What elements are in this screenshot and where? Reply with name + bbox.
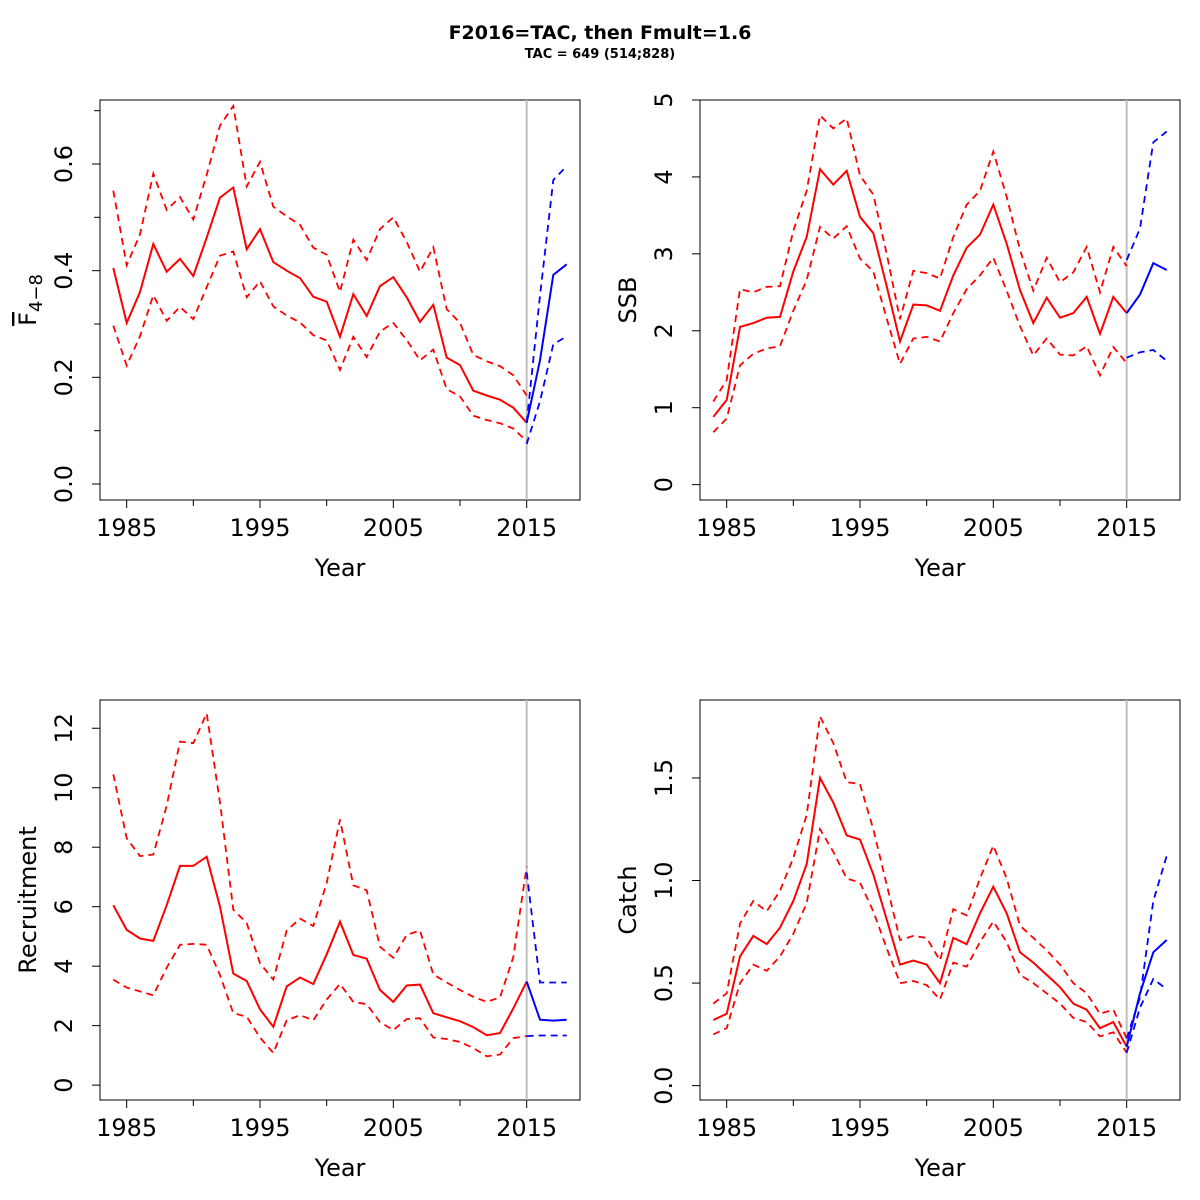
x-tick-label: 2015 <box>1096 1114 1157 1142</box>
historical-lower-line <box>712 224 1128 433</box>
y-tick-label: 0.0 <box>50 465 78 503</box>
plot-frame <box>699 99 1181 501</box>
x-tick-label: 1995 <box>829 1114 890 1142</box>
x-tick-label: 2005 <box>963 514 1024 542</box>
panel-top-left: 1985 1995 2005 2015 Year 0.0 0.2 0.4 0.6 F4−8 <box>14 99 581 582</box>
forecast-estimate-line <box>1125 939 1168 1047</box>
y-tick-label: 1.0 <box>650 861 678 899</box>
panel-bottom-left: 1985 1995 2005 2015 Year 0 2 4 6 8 10 12 Recruitment <box>14 699 581 1182</box>
y-tick-label: 0.2 <box>50 358 78 396</box>
historical-upper-line <box>712 713 1128 1039</box>
plot-frame <box>699 699 1181 1101</box>
y-tick-label: 1.5 <box>650 759 678 797</box>
historical-upper-line <box>112 710 528 1003</box>
y-tick-label: 4 <box>50 959 78 974</box>
forecast-upper-line <box>1125 130 1168 261</box>
y-tick-label: 12 <box>50 713 78 744</box>
x-tick-label: 2015 <box>496 1114 557 1142</box>
y-tick-label: 0 <box>650 477 678 492</box>
forecast-upper-line <box>525 872 567 984</box>
chart-subtitle: TAC = 649 (514;828) <box>524 47 676 62</box>
x-tick-label: 1995 <box>229 1114 290 1142</box>
x-tick-label: 1995 <box>829 514 890 542</box>
y-tick-label: 1 <box>650 400 678 415</box>
y-tick-label: 0.0 <box>650 1067 678 1105</box>
historical-estimate-line <box>112 855 528 1037</box>
x-axis-label: Year <box>914 554 966 582</box>
historical-lower-line <box>112 250 528 442</box>
y-axis-label: F4−8 <box>14 274 47 326</box>
x-tick-label: 2005 <box>963 1114 1024 1142</box>
x-tick-label: 2005 <box>363 514 424 542</box>
historical-estimate-line <box>712 166 1128 418</box>
y-tick-label: 5 <box>650 92 678 107</box>
x-axis-label: Year <box>914 1154 966 1182</box>
forecast-lower-line <box>525 335 568 445</box>
historical-upper-line <box>112 103 528 396</box>
x-axis-label: Year <box>314 1154 366 1182</box>
x-tick-label: 1985 <box>96 514 157 542</box>
x-tick-label: 2015 <box>1096 514 1157 542</box>
y-tick-label: 10 <box>50 772 78 803</box>
x-tick-label: 1995 <box>229 514 290 542</box>
x-tick-label: 1985 <box>96 1114 157 1142</box>
y-tick-label: 8 <box>50 840 78 855</box>
forecast-estimate-line <box>525 981 567 1022</box>
y-tick-label: 0 <box>50 1077 78 1092</box>
panel-bottom-right: 1985 1995 2005 2015 Year 0.0 0.5 1.0 1.5 Catch <box>614 699 1181 1182</box>
forecast-upper-line <box>525 165 568 423</box>
historical-estimate-line <box>112 185 528 424</box>
y-axis-label: Recruitment <box>14 826 42 973</box>
chart-title: F2016=TAC, then Fmult=1.6 <box>448 22 752 44</box>
y-axis-label: Catch <box>614 865 642 934</box>
y-tick-label: 0.4 <box>50 252 78 290</box>
y-tick-label: 2 <box>650 323 678 338</box>
forecast-lower-line <box>526 1034 567 1037</box>
y-tick-label: 2 <box>50 1018 78 1033</box>
x-tick-label: 2005 <box>363 1114 424 1142</box>
y-tick-label: 0.6 <box>50 145 78 183</box>
historical-estimate-line <box>712 774 1128 1048</box>
historical-lower-line <box>112 942 527 1058</box>
forecast-estimate-line <box>525 263 568 423</box>
forecast-estimate-line <box>1125 261 1168 314</box>
forecast-upper-line <box>1125 855 1168 1039</box>
plot-frame <box>99 99 581 501</box>
y-axis-label: SSB <box>614 277 642 324</box>
x-tick-label: 1985 <box>696 1114 757 1142</box>
y-tick-label: 6 <box>50 899 78 914</box>
historical-lower-line <box>712 826 1128 1054</box>
historical-upper-line <box>712 113 1128 402</box>
x-tick-label: 1985 <box>696 514 757 542</box>
y-tick-label: 0.5 <box>650 964 678 1002</box>
y-tick-label: 4 <box>650 169 678 184</box>
forecast-lower-line <box>1125 977 1168 1054</box>
forecast-lower-line <box>1126 349 1168 362</box>
panel-top-right: 1985 1995 2005 2015 Year 0 1 2 3 4 5 SSB <box>614 92 1181 582</box>
y-tick-label: 3 <box>650 246 678 261</box>
plot-frame <box>99 699 581 1101</box>
x-tick-label: 2015 <box>496 514 557 542</box>
x-axis-label: Year <box>314 554 366 582</box>
